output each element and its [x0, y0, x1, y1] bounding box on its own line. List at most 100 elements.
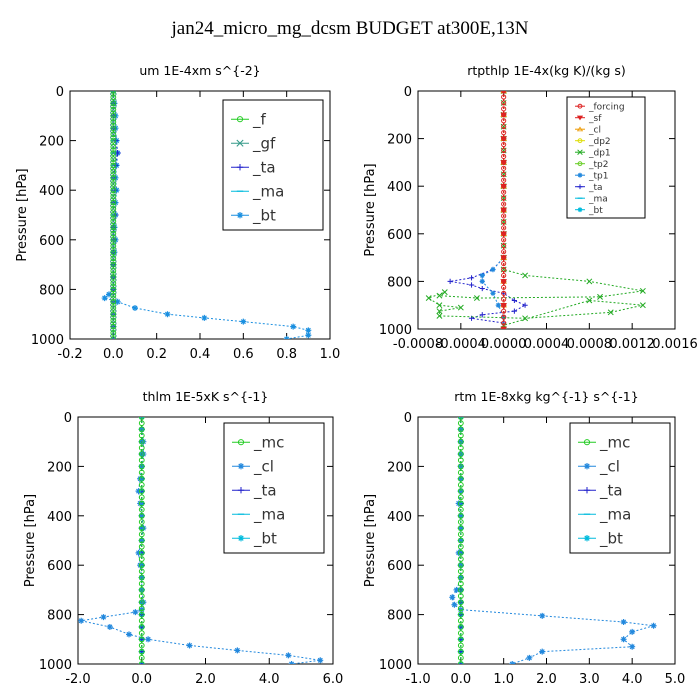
- data-point: [100, 614, 107, 621]
- data-point: [110, 91, 117, 94]
- data-point: [457, 426, 464, 433]
- legend-swatch-marker: [236, 164, 244, 171]
- data-point: [138, 537, 145, 544]
- y-tick-label: 0: [404, 411, 412, 426]
- data-point: [138, 512, 145, 519]
- data-point: [138, 642, 145, 649]
- page-title: jan24_micro_mg_dcsm BUDGET at300E,13N: [171, 18, 529, 39]
- x-tick-label: 0.0: [103, 347, 124, 362]
- x-tick-label: 0.0000: [481, 337, 527, 352]
- data-point: [137, 475, 144, 482]
- data-point: [511, 308, 517, 314]
- y-tick-label: 600: [39, 234, 64, 249]
- legend-swatch-marker: [583, 535, 591, 542]
- data-point: [457, 444, 464, 451]
- y-axis-label: Pressure [hPa]: [363, 163, 378, 256]
- data-point: [135, 488, 142, 495]
- legend-label-ta: _ta: [252, 158, 276, 177]
- series-group: [449, 417, 657, 664]
- data-point: [457, 599, 464, 606]
- x-tick-label: 5.0: [665, 672, 686, 687]
- y-tick-label: 1000: [31, 333, 64, 348]
- data-point: [490, 290, 496, 296]
- x-tick-label: 0.0012: [609, 337, 655, 352]
- chart-panel-3: thlm 1E-5xK s^{-1} Pressure [hPa] -2.0 0.0 2…: [23, 389, 343, 687]
- data-point: [110, 199, 117, 206]
- data-point: [597, 293, 603, 300]
- data-point: [457, 587, 464, 593]
- data-point: [110, 311, 117, 318]
- data-point: [283, 336, 290, 339]
- y-tick-label: 200: [39, 135, 64, 150]
- data-point: [138, 457, 145, 464]
- data-point: [501, 112, 507, 118]
- data-point: [457, 432, 464, 439]
- data-point: [305, 327, 312, 334]
- data-point: [457, 654, 464, 661]
- data-point: [138, 494, 145, 501]
- legend-swatch-marker: [236, 139, 244, 147]
- data-point: [110, 323, 117, 330]
- data-point: [457, 488, 464, 495]
- data-point: [138, 599, 145, 606]
- legend-swatch-marker: [237, 487, 245, 494]
- data-point: [110, 100, 117, 107]
- data-point: [501, 159, 507, 165]
- x-tick-label: 0.4: [190, 347, 211, 362]
- data-point: [457, 525, 464, 532]
- data-point: [501, 189, 507, 195]
- data-point: [539, 648, 546, 655]
- data-point: [106, 623, 113, 630]
- x-tick-label: 0.8: [276, 347, 297, 362]
- data-point: [138, 519, 145, 525]
- x-tick-label: 1.0: [320, 347, 341, 362]
- data-point: [607, 309, 614, 316]
- data-point: [110, 119, 117, 125]
- legend-swatch-marker: [237, 535, 245, 542]
- legend: _forcing _sf_cl _dp2_dp1 _tp2_tp1 _ta_ma _bt: [566, 96, 646, 219]
- data-point: [110, 267, 117, 274]
- data-point: [436, 308, 443, 315]
- y-tick-label: 0: [64, 411, 72, 426]
- data-point: [501, 147, 507, 154]
- data-point: [138, 506, 145, 513]
- data-point: [501, 130, 507, 136]
- data-point: [509, 661, 516, 664]
- data-point: [501, 213, 507, 219]
- data-point: [501, 94, 507, 100]
- legend-label-ta: _ta: [253, 481, 277, 500]
- data-point: [138, 482, 145, 488]
- data-point: [457, 537, 464, 544]
- legend-label-bt: _bt: [252, 206, 276, 225]
- data-point: [501, 314, 507, 320]
- data-point: [468, 282, 475, 288]
- data-point: [451, 601, 458, 608]
- legend-swatch-marker: [237, 463, 245, 470]
- data-point: [110, 156, 117, 163]
- legend-label-f: _f: [252, 110, 267, 129]
- data-point: [457, 512, 464, 519]
- data-point: [501, 255, 507, 261]
- legend-swatch-marker: [577, 103, 583, 109]
- legend-label-bt: _bt: [588, 206, 603, 216]
- data-point: [501, 243, 507, 249]
- data-point: [479, 278, 485, 284]
- data-point: [110, 193, 117, 200]
- data-point: [110, 305, 117, 311]
- y-tick-label: 200: [387, 460, 412, 475]
- data-point: [110, 137, 117, 144]
- data-point: [138, 587, 145, 593]
- x-tick-label: 0.2: [146, 347, 167, 362]
- data-point: [138, 543, 145, 550]
- data-point: [511, 297, 517, 304]
- data-point: [522, 302, 528, 308]
- y-tick-label: 200: [47, 460, 72, 475]
- data-point: [457, 519, 464, 525]
- data-point: [457, 549, 464, 556]
- legend-swatch-marker: [583, 463, 591, 470]
- data-point: [501, 231, 507, 237]
- data-point: [138, 417, 145, 420]
- legend-swatch-marker: [577, 184, 583, 190]
- y-tick-label: 400: [387, 180, 412, 195]
- data-point: [501, 141, 507, 148]
